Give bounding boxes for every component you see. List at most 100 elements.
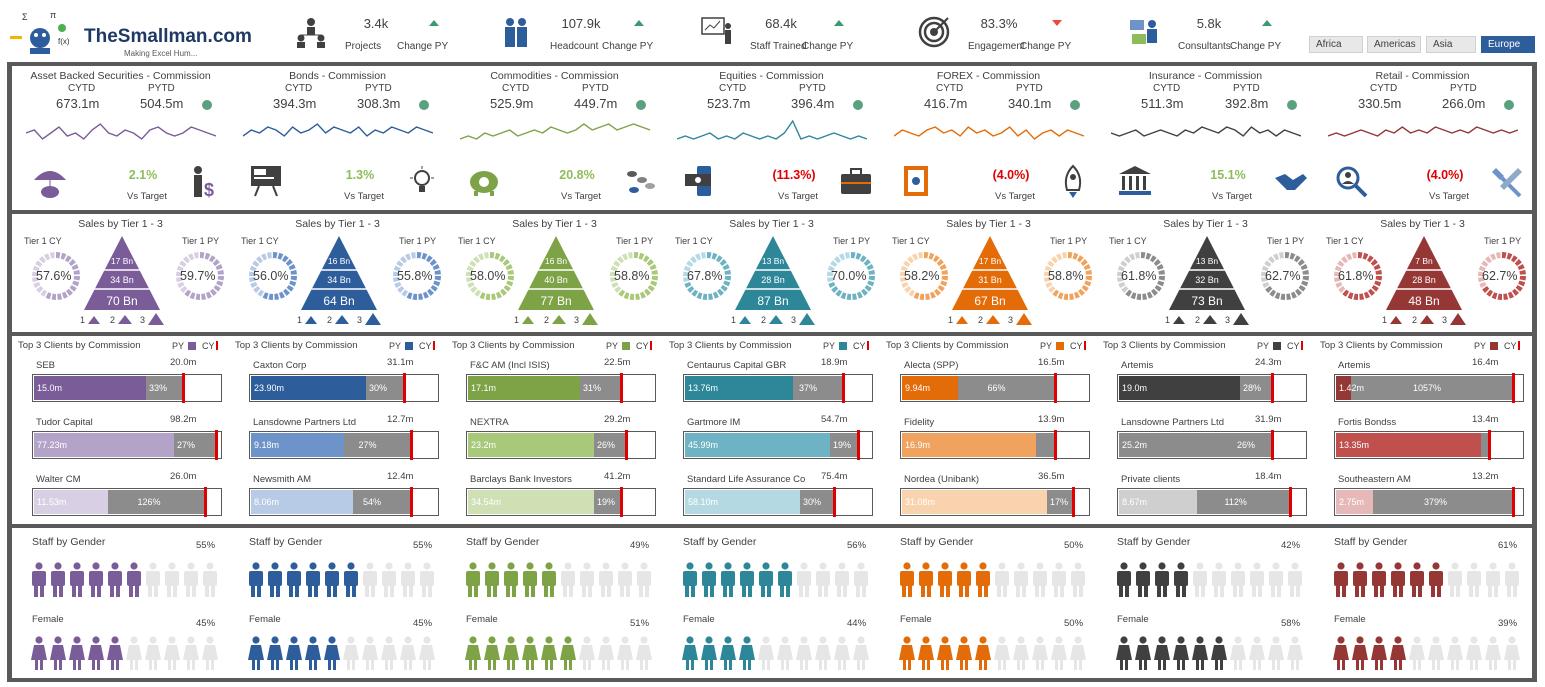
svg-text:2: 2 [978,315,983,325]
female-label: Female [1334,614,1366,625]
cytd-value: 416.7m [924,96,968,111]
trend-up-icon [834,20,844,26]
client-cy-value: 34.54m [471,497,502,507]
client-bar[interactable]: 23.2m 26% [466,430,656,460]
client-cy-bar [902,433,1036,457]
piggy-bank-icon [466,164,502,205]
tier-py-label: Tier 1 PY [399,236,437,246]
client-bar[interactable]: 45.99m 19% [683,430,873,460]
client-bar[interactable]: 25.2m 26% [1117,430,1307,460]
sales-tier-insurance: Sales by Tier 1 - 3 Tier 1 CY Tier 1 PY 61.… [1097,214,1314,332]
client-cy-value: 31.08m [905,497,936,507]
vs-target-value: 2.1% [128,168,158,182]
client-name: NEXTRA [470,417,509,428]
client-py-value: 13.4m [1472,414,1499,425]
briefcase-icon [839,164,875,205]
svg-text:$: $ [204,180,214,200]
client-bar[interactable]: 11.53m 126% [32,487,222,517]
client-cy-bar [468,490,594,514]
tier-cy-label: Tier 1 CY [675,236,713,246]
division-retail: Retail - Commission CYTD PYTD 330.5m 266.0m (… [1314,66,1531,210]
sales-tier-title: Sales by Tier 1 - 3 [946,218,1031,230]
client-bar[interactable]: 77.23m 27% [32,430,222,460]
legend-cy-marker [867,341,869,350]
client-bar[interactable]: 34.54m 19% [466,487,656,517]
svg-text:1: 1 [297,315,302,325]
vs-target-label: Vs Target [995,191,1035,202]
client-bar[interactable]: 2.75m 379% [1334,487,1524,517]
division-bonds: Bonds - Commission CYTD PYTD 394.3m 308.3m 1.… [229,66,446,210]
female-people-icons [1115,636,1311,677]
division-asset-backed-securities: Asset Backed Securities - Commission CYTD… [12,66,229,210]
client-py-value: 36.5m [1038,471,1065,482]
client-cy-value: 15.0m [37,383,63,393]
sales-tier-title: Sales by Tier 1 - 3 [729,218,814,230]
client-name: Artemis [1121,360,1154,371]
male-pct: 42% [1281,540,1301,551]
legend-py: PY [823,341,836,351]
client-bar[interactable]: 13.76m 37% [683,373,873,403]
client-bar[interactable]: 8.06m 54% [249,487,439,517]
client-bar[interactable]: 31.08m 17% [900,487,1090,517]
client-name: Nordea (Unibank) [904,474,979,485]
client-name: Tudor Capital [36,417,93,428]
tier-2-value: 28 Bn [761,275,785,285]
client-cy-value: 8.67m [1122,497,1148,507]
client-py-marker [1054,430,1057,460]
region-button-europe[interactable]: Europe [1481,36,1535,53]
division-title: Insurance - Commission [1148,70,1263,82]
female-people-icons [247,636,443,677]
male-people-icons [464,562,660,603]
legend-cy-marker [433,341,435,350]
region-button-asia[interactable]: Asia [1426,36,1476,53]
client-py-marker [1072,487,1075,517]
client-name: Walter CM [36,474,81,485]
legend-py: PY [606,341,619,351]
legend-cy: CY [1504,341,1517,351]
client-bar[interactable]: 19.0m 28% [1117,373,1307,403]
legend-cy-marker [1301,341,1303,350]
vs-target-label: Vs Target [1429,191,1469,202]
client-gap-bar [1351,376,1513,400]
client-bar[interactable]: 17.1m 31% [466,373,656,403]
client-cy-bar [251,376,366,400]
tier-cy-label: Tier 1 CY [24,236,62,246]
male-people-icons [247,562,443,603]
kpi-value: 5.8k [1196,16,1222,31]
client-gap-bar [594,490,621,514]
client-bar[interactable]: 58.10m 30% [683,487,873,517]
client-bar[interactable]: 23.90m 30% [249,373,439,403]
region-button-americas[interactable]: Americas [1367,36,1421,53]
status-dot-icon [1070,100,1080,110]
client-bar[interactable]: 9.18m 27% [249,430,439,460]
kpi-change-label: Change PY [602,41,654,52]
top-clients-title: Top 3 Clients by Commission [1103,340,1226,351]
client-gap-bar [1197,490,1290,514]
tier-py-label: Tier 1 PY [182,236,220,246]
client-bar[interactable]: 15.0m 33% [32,373,222,403]
staff-gender-forex: Staff by Gender 50% Female 50% [880,528,1097,678]
pytd-value: 396.4m [791,96,835,111]
kpi-value: 107.9k [561,16,601,31]
tier-py-donut [1257,248,1313,309]
client-bar[interactable]: 13.35m [1334,430,1524,460]
female-pct: 58% [1281,618,1301,629]
vs-target-label: Vs Target [344,191,384,202]
client-bar[interactable]: 8.67m 112% [1117,487,1307,517]
client-bar[interactable]: 1.42m 1057% [1334,373,1524,403]
kpi-change-label: Change PY [397,41,449,52]
division-commodities: Commodities - Commission CYTD PYTD 525.9m 44… [446,66,663,210]
legend-py-swatch [188,342,196,350]
trend-down-icon [1052,20,1062,26]
client-bar[interactable]: 16.9m [900,430,1090,460]
client-bar[interactable]: 9.94m 66% [900,373,1090,403]
client-py-value: 18.9m [821,357,848,368]
client-cy-bar [685,490,800,514]
client-change-value: 112% [1224,497,1247,507]
cytd-label: CYTD [936,83,964,94]
female-label: Female [466,614,498,625]
client-cy-value: 1.42m [1339,383,1365,393]
region-button-africa[interactable]: Africa [1309,36,1363,53]
sparkline [893,118,1085,157]
